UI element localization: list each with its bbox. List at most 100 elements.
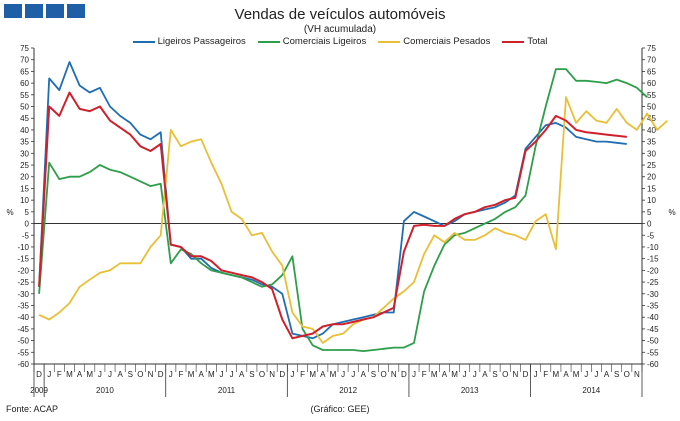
x-tick-label-month: D bbox=[36, 370, 42, 379]
x-tick-label-month: A bbox=[361, 370, 367, 379]
x-tick-label-month: N bbox=[148, 370, 154, 379]
x-tick-label-month: A bbox=[482, 370, 488, 379]
y-tick-label-left: 55 bbox=[20, 91, 29, 100]
x-tick-label-month: S bbox=[128, 370, 133, 379]
legend-swatch bbox=[502, 40, 525, 43]
logo bbox=[4, 4, 85, 18]
legend-swatch bbox=[132, 40, 155, 43]
x-tick-label-month: N bbox=[391, 370, 397, 379]
x-tick-label-month: O bbox=[380, 370, 386, 379]
x-tick-label-month: J bbox=[534, 370, 538, 379]
legend-label: Comerciais Pesados bbox=[403, 36, 491, 47]
y-tick-label-left: -35 bbox=[17, 301, 29, 310]
x-tick-label-month: M bbox=[553, 370, 560, 379]
x-tick-label-month: J bbox=[47, 370, 51, 379]
x-tick-label-month: M bbox=[451, 370, 458, 379]
logo-block bbox=[67, 4, 85, 18]
x-tick-label-year: 2012 bbox=[339, 386, 357, 395]
y-tick-label-right: 45 bbox=[647, 114, 656, 123]
y-tick-label-left: -25 bbox=[17, 278, 29, 287]
x-tick-label-month: M bbox=[86, 370, 93, 379]
y-tick-label-right: -60 bbox=[647, 360, 659, 369]
y-tick-label-left: -40 bbox=[17, 313, 29, 322]
y-tick-label-right: -25 bbox=[647, 278, 659, 287]
x-tick-label-month: S bbox=[492, 370, 497, 379]
x-tick-label-month: M bbox=[188, 370, 195, 379]
y-tick-label-right: 65 bbox=[647, 67, 656, 76]
x-tick-label-month: F bbox=[422, 370, 427, 379]
x-tick-label-month: N bbox=[269, 370, 275, 379]
y-tick-label-left: 10 bbox=[20, 196, 29, 205]
y-tick-label-right: 20 bbox=[647, 173, 656, 182]
x-tick-label-month: J bbox=[290, 370, 294, 379]
x-tick-label-month: J bbox=[230, 370, 234, 379]
x-tick-label-month: A bbox=[442, 370, 448, 379]
legend-swatch bbox=[378, 40, 401, 43]
y-tick-label-left: -10 bbox=[17, 243, 29, 252]
x-tick-label-month: N bbox=[512, 370, 518, 379]
series-line-comerciais-pesados bbox=[38, 96, 668, 344]
y-tick-label-right: -45 bbox=[647, 325, 659, 334]
y-tick-label-right: 55 bbox=[647, 91, 656, 100]
y-tick-label-left: 70 bbox=[20, 56, 29, 65]
chart-title: Vendas de veículos automóveis bbox=[234, 6, 446, 23]
series-line-ligeiros-passageiros bbox=[38, 61, 627, 340]
x-tick-label-month: M bbox=[208, 370, 215, 379]
x-tick-label-month: J bbox=[594, 370, 598, 379]
x-tick-label-month: J bbox=[219, 370, 223, 379]
logo-block bbox=[46, 4, 64, 18]
x-tick-label-month: J bbox=[108, 370, 112, 379]
y-tick-label-right: -55 bbox=[647, 348, 659, 357]
chart-legend: Ligeiros Passageiros Comerciais Ligeiros… bbox=[0, 36, 680, 47]
y-tick-label-right: 75 bbox=[647, 44, 656, 53]
x-tick-label-month: M bbox=[66, 370, 73, 379]
y-tick-label-right: 70 bbox=[647, 56, 656, 65]
y-tick-label-left: 75 bbox=[20, 44, 29, 53]
y-tick-label-left: 25 bbox=[20, 161, 29, 170]
x-tick-label-month: A bbox=[563, 370, 569, 379]
x-tick-label-month: O bbox=[502, 370, 508, 379]
y-tick-label-left: 40 bbox=[20, 126, 29, 135]
y-tick-label-right: -35 bbox=[647, 301, 659, 310]
x-tick-label-month: A bbox=[77, 370, 83, 379]
y-tick-label-left: 60 bbox=[20, 79, 29, 88]
y-tick-label-right: -30 bbox=[647, 290, 659, 299]
x-tick-label-month: M bbox=[309, 370, 316, 379]
y-tick-label-right: 0 bbox=[647, 220, 652, 229]
y-tick-label-right: -5 bbox=[647, 231, 655, 240]
y-tick-label-left: 5 bbox=[25, 208, 30, 217]
x-tick-label-month: D bbox=[279, 370, 285, 379]
y-tick-label-left: -20 bbox=[17, 266, 29, 275]
y-tick-label-right: 5 bbox=[647, 208, 652, 217]
y-tick-label-left: -45 bbox=[17, 325, 29, 334]
legend-item-comerciais-pesados: Comerciais Pesados bbox=[378, 36, 490, 47]
x-tick-label-month: J bbox=[463, 370, 467, 379]
y-tick-label-left: 30 bbox=[20, 149, 29, 158]
x-tick-label-month: J bbox=[584, 370, 588, 379]
y-tick-label-right: -15 bbox=[647, 255, 659, 264]
x-tick-label-month: A bbox=[199, 370, 205, 379]
y-tick-label-right: 50 bbox=[647, 103, 656, 112]
y-tick-label-left: -60 bbox=[17, 360, 29, 369]
y-tick-label-left: 45 bbox=[20, 114, 29, 123]
x-tick-label-month: A bbox=[239, 370, 245, 379]
y-tick-label-right: 25 bbox=[647, 161, 656, 170]
x-tick-label-month: M bbox=[573, 370, 580, 379]
x-tick-label-year: 2011 bbox=[218, 386, 236, 395]
x-tick-label-year: 2009 bbox=[30, 386, 48, 395]
x-tick-label-year: 2013 bbox=[461, 386, 479, 395]
chart-subtitle: (VH acumulada) bbox=[303, 24, 377, 35]
x-tick-label-month: S bbox=[249, 370, 254, 379]
x-tick-label-month: J bbox=[351, 370, 355, 379]
y-tick-label-left: 15 bbox=[20, 184, 29, 193]
credit-note: (Gráfico: GEE) bbox=[310, 404, 370, 414]
x-tick-label-month: O bbox=[137, 370, 143, 379]
x-tick-label-month: J bbox=[169, 370, 173, 379]
x-tick-label-month: O bbox=[624, 370, 630, 379]
legend-label: Total bbox=[527, 36, 548, 47]
legend-item-comerciais-ligeiros: Comerciais Ligeiros bbox=[257, 36, 366, 47]
y-tick-label-left: 50 bbox=[20, 103, 29, 112]
y-tick-label-left: -5 bbox=[22, 231, 30, 240]
logo-block bbox=[25, 4, 43, 18]
